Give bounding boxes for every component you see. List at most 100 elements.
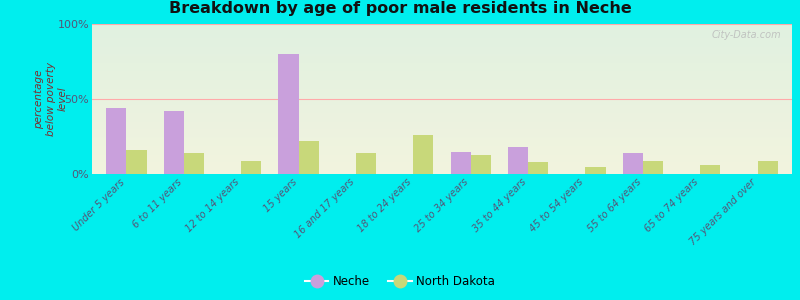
Bar — [92, 164, 792, 165]
Bar — [92, 100, 792, 102]
Bar — [92, 66, 792, 68]
Bar — [92, 141, 792, 142]
Bar — [298, 141, 318, 174]
Bar — [92, 36, 792, 38]
Bar — [92, 103, 792, 105]
Bar — [92, 120, 792, 122]
Bar — [356, 153, 376, 174]
Bar — [508, 147, 528, 174]
Bar — [92, 134, 792, 135]
Bar — [92, 99, 792, 100]
Bar — [92, 156, 792, 158]
Bar — [92, 117, 792, 118]
Bar — [92, 54, 792, 56]
Y-axis label: percentage
below poverty
level: percentage below poverty level — [34, 62, 67, 136]
Bar — [92, 168, 792, 170]
Text: Breakdown by age of poor male residents in Neche: Breakdown by age of poor male residents … — [169, 2, 631, 16]
Bar — [92, 162, 792, 164]
Bar — [92, 85, 792, 87]
Bar — [92, 61, 792, 63]
Bar — [92, 75, 792, 76]
Bar — [92, 81, 792, 82]
Bar — [92, 88, 792, 90]
Bar — [92, 69, 792, 70]
Bar — [92, 28, 792, 30]
Bar — [241, 160, 262, 174]
Bar — [92, 82, 792, 84]
Bar — [92, 126, 792, 128]
Bar — [92, 129, 792, 130]
Bar — [184, 153, 204, 174]
Bar — [126, 150, 146, 174]
Bar — [92, 78, 792, 80]
Bar — [92, 169, 792, 171]
Bar — [92, 132, 792, 134]
Bar — [92, 38, 792, 39]
Bar — [92, 46, 792, 48]
Bar — [92, 160, 792, 162]
Bar — [586, 167, 606, 174]
Bar — [164, 111, 184, 174]
Bar — [622, 153, 643, 174]
Bar — [758, 160, 778, 174]
Bar — [92, 87, 792, 88]
Bar — [92, 33, 792, 34]
Bar — [92, 150, 792, 152]
Bar — [92, 74, 792, 75]
Bar — [92, 27, 792, 28]
Bar — [92, 144, 792, 146]
Bar — [92, 154, 792, 156]
Bar — [92, 112, 792, 114]
Bar — [92, 42, 792, 44]
Bar — [92, 40, 792, 42]
Bar — [92, 147, 792, 148]
Bar — [92, 136, 792, 138]
Bar — [92, 123, 792, 124]
Bar — [92, 70, 792, 72]
Bar — [92, 32, 792, 33]
Bar — [92, 106, 792, 108]
Bar — [528, 162, 548, 174]
Bar — [92, 128, 792, 129]
Bar — [92, 51, 792, 52]
Bar — [92, 116, 792, 117]
Bar — [92, 171, 792, 172]
Bar — [92, 76, 792, 78]
Bar — [92, 140, 792, 141]
Bar — [92, 26, 792, 27]
Bar — [92, 153, 792, 154]
Bar — [92, 130, 792, 132]
Bar — [92, 114, 792, 116]
Bar — [92, 68, 792, 69]
Bar — [106, 108, 126, 174]
Bar — [92, 146, 792, 147]
Bar — [470, 154, 490, 174]
Bar — [92, 124, 792, 126]
Legend: Neche, North Dakota: Neche, North Dakota — [300, 270, 500, 292]
Bar — [92, 63, 792, 64]
Bar — [92, 110, 792, 111]
Bar — [92, 34, 792, 36]
Bar — [92, 80, 792, 81]
Bar — [92, 98, 792, 99]
Bar — [92, 138, 792, 140]
Text: City-Data.com: City-Data.com — [712, 30, 782, 40]
Bar — [92, 165, 792, 166]
Bar — [92, 84, 792, 86]
Bar — [92, 56, 792, 57]
Bar — [92, 93, 792, 94]
Bar — [92, 44, 792, 45]
Bar — [92, 24, 792, 26]
Bar — [92, 60, 792, 61]
Bar — [92, 172, 792, 174]
Bar — [92, 108, 792, 110]
Bar — [92, 72, 792, 74]
Bar — [92, 48, 792, 50]
Bar — [92, 30, 792, 31]
Bar — [92, 142, 792, 144]
Bar — [92, 96, 792, 98]
Bar — [92, 118, 792, 120]
Bar — [92, 94, 792, 96]
Bar — [278, 54, 298, 174]
Bar — [643, 160, 663, 174]
